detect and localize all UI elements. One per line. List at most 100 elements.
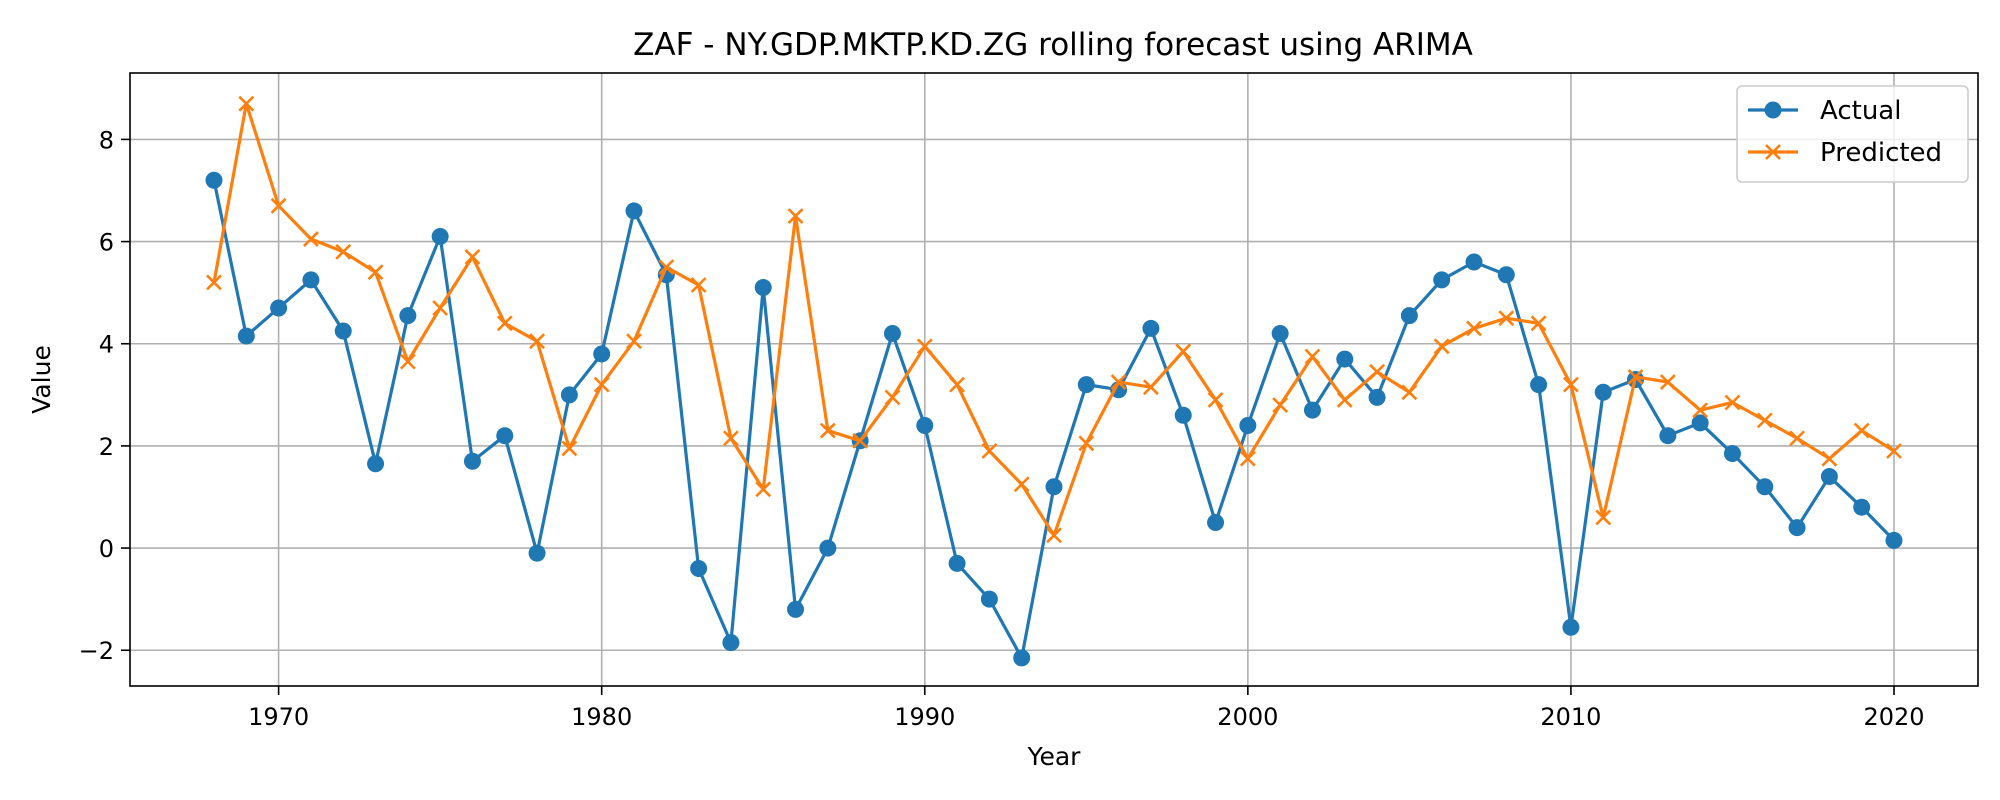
actual-point: [593, 345, 611, 363]
predicted-point: [1272, 397, 1289, 413]
predicted-point: [561, 440, 578, 457]
predicted-point: [1369, 363, 1385, 380]
plot-frame: [129, 72, 1979, 687]
actual-point: [1594, 383, 1612, 401]
actual-point: [1659, 427, 1677, 445]
predicted-point: [690, 277, 707, 293]
actual-point: [334, 322, 352, 340]
actual-point: [948, 554, 966, 572]
actual-point: [1239, 416, 1257, 434]
y-tick-label: −2: [79, 637, 114, 665]
legend-marker: [1764, 101, 1782, 119]
y-tick-label: 2: [99, 433, 114, 461]
legend-label: Predicted: [1820, 138, 1942, 168]
actual-point: [1788, 519, 1806, 537]
actual-point: [1497, 266, 1515, 284]
actual-point: [883, 325, 901, 343]
actual-point: [1336, 350, 1354, 368]
predicted-point: [335, 243, 352, 260]
actual-point: [1013, 649, 1031, 667]
actual-point: [431, 227, 449, 245]
actual-point: [1207, 514, 1225, 532]
actual-point: [1303, 401, 1321, 419]
actual-point: [690, 560, 708, 578]
predicted-point: [1659, 374, 1676, 390]
predicted-point: [1110, 374, 1127, 390]
x-tick-label: 2010: [1540, 703, 1601, 731]
predicted-point: [1336, 392, 1353, 408]
plot-series: [205, 95, 1903, 667]
actual-point: [367, 455, 385, 473]
predicted-point: [1756, 412, 1773, 429]
actual-point: [819, 539, 837, 557]
predicted-point: [884, 389, 901, 406]
predicted-point: [1821, 450, 1838, 467]
predicted-point: [626, 333, 642, 350]
predicted-point: [529, 333, 545, 350]
legend-label: Actual: [1820, 96, 1901, 126]
actual-point: [496, 427, 514, 445]
actual-point: [528, 544, 546, 562]
predicted-point: [399, 353, 416, 370]
predicted-point: [819, 422, 836, 439]
predicted-point: [1595, 509, 1612, 526]
predicted-point: [303, 231, 319, 247]
predicted-point: [852, 432, 869, 449]
actual-point: [1530, 376, 1548, 394]
predicted-point: [1724, 394, 1741, 411]
predicted-point: [658, 259, 675, 276]
actual-point: [1142, 319, 1160, 337]
x-tick-label: 1980: [571, 703, 632, 731]
predicted-point: [1466, 320, 1482, 337]
actual-point: [1853, 498, 1871, 516]
chart-title: ZAF - NY.GDP.MKTP.KD.ZG rolling forecast…: [633, 27, 1473, 63]
actual-point: [237, 327, 255, 345]
predicted-point: [206, 274, 222, 291]
actual-point: [980, 590, 998, 608]
actual-point: [625, 202, 643, 220]
actual-point: [1400, 307, 1418, 325]
actual-point: [1433, 271, 1451, 289]
predicted-point: [1627, 369, 1644, 385]
predicted-point: [1789, 430, 1805, 447]
predicted-point: [270, 197, 287, 214]
predicted-point: [496, 315, 513, 332]
predicted-point: [1143, 379, 1159, 396]
actual-point: [1691, 414, 1709, 432]
actual-point: [399, 307, 417, 325]
predicted-point: [432, 300, 449, 316]
predicted-point: [238, 95, 255, 112]
predicted-point: [1853, 422, 1870, 439]
x-tick-label: 2020: [1863, 703, 1924, 731]
legend-marker: [1765, 144, 1781, 160]
actual-point: [463, 452, 481, 470]
actual-point: [205, 171, 223, 189]
predicted-point: [1433, 338, 1450, 355]
predicted-point: [367, 264, 384, 281]
series-predicted: [206, 95, 1902, 544]
y-tick-label: 0: [99, 535, 114, 563]
actual-point: [1271, 325, 1289, 343]
actual-point: [560, 386, 578, 404]
actual-point: [916, 416, 934, 434]
actual-point: [302, 271, 320, 289]
legend: Actual Predicted: [1736, 85, 1969, 183]
predicted-point: [1078, 435, 1095, 452]
actual-point: [270, 299, 288, 317]
actual-point: [722, 634, 740, 652]
legend-entry-actual: Actual: [1748, 96, 1901, 126]
predicted-point: [787, 208, 804, 224]
predicted-point: [1304, 348, 1321, 365]
predicted-point: [1013, 476, 1030, 493]
legend-entry-predicted: Predicted: [1748, 138, 1942, 168]
predicted-point: [723, 430, 739, 447]
predicted-point: [464, 248, 481, 265]
y-tick-label: 4: [99, 331, 114, 359]
x-tick-label: 1970: [248, 703, 309, 731]
axis-ticks: 1970 1980 1990 2000 2010 2020 −2 0 2 4 6 8: [79, 126, 1925, 731]
x-tick-label: 2000: [1217, 703, 1278, 731]
actual-point: [1756, 478, 1774, 496]
actual-point: [1820, 468, 1838, 486]
